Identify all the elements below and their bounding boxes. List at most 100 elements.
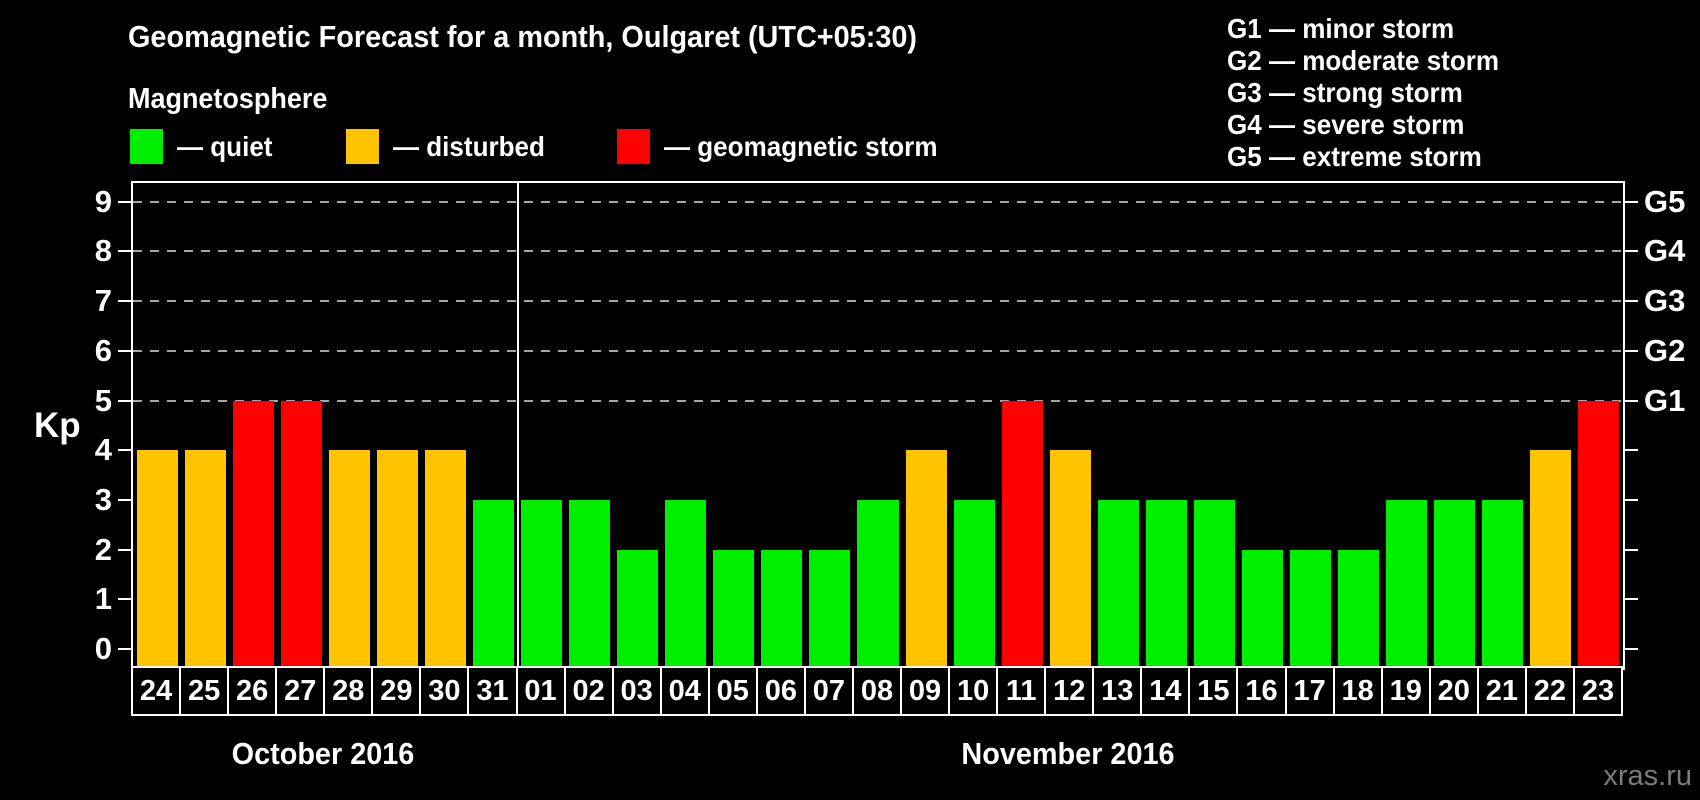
day-label-02: 02 bbox=[563, 666, 614, 716]
bar-day-19 bbox=[1386, 499, 1428, 668]
day-label-23: 23 bbox=[1572, 666, 1623, 716]
gridline-kp-7 bbox=[133, 300, 1623, 303]
gridline-kp-9 bbox=[133, 200, 1623, 203]
day-label-25: 25 bbox=[179, 666, 230, 716]
bar-day-08 bbox=[857, 499, 899, 668]
tick-left-kp-8 bbox=[118, 250, 131, 253]
bar-day-05 bbox=[713, 549, 755, 668]
y-axis-label-0: 0 bbox=[94, 631, 112, 666]
y-axis-label-1: 1 bbox=[94, 581, 112, 617]
month-separator-line bbox=[516, 183, 519, 668]
day-label-24: 24 bbox=[131, 666, 182, 716]
bar-day-13 bbox=[1097, 499, 1139, 668]
watermark: xras.ru bbox=[1603, 760, 1692, 792]
day-label-16: 16 bbox=[1236, 666, 1287, 716]
g3-legend-line: G3 — strong storm bbox=[1227, 77, 1463, 108]
day-label-17: 17 bbox=[1284, 666, 1335, 716]
bar-day-07 bbox=[809, 549, 851, 668]
tick-left-kp-6 bbox=[118, 349, 131, 352]
disturbed-legend-label: — disturbed bbox=[393, 131, 545, 162]
g5-legend-line: G5 — extreme storm bbox=[1227, 141, 1482, 172]
y-axis-label-7: 7 bbox=[94, 283, 112, 319]
day-label-21: 21 bbox=[1476, 666, 1527, 716]
tick-right-kp-3 bbox=[1625, 498, 1638, 501]
bar-day-14 bbox=[1145, 499, 1187, 668]
right-axis-label-G3: G3 bbox=[1644, 283, 1686, 319]
day-label-13: 13 bbox=[1092, 666, 1143, 716]
day-label-14: 14 bbox=[1140, 666, 1191, 716]
tick-right-kp-5 bbox=[1625, 399, 1638, 402]
tick-left-kp-2 bbox=[118, 548, 131, 551]
y-axis-label-5: 5 bbox=[94, 382, 112, 418]
day-label-10: 10 bbox=[948, 666, 999, 716]
quiet-legend-swatch bbox=[130, 129, 163, 164]
g-scale-legend: G1 — minor storm G2 — moderate storm G3 … bbox=[1227, 13, 1520, 173]
bar-day-12 bbox=[1049, 450, 1091, 668]
bar-day-09 bbox=[905, 450, 947, 668]
tick-left-kp-0 bbox=[118, 648, 131, 650]
y-axis-label-3: 3 bbox=[94, 481, 112, 517]
bar-day-27 bbox=[280, 400, 322, 668]
bar-day-24 bbox=[136, 450, 178, 668]
storm-legend-label: — geomagnetic storm bbox=[664, 131, 938, 162]
g1-legend-line: G1 — minor storm bbox=[1227, 13, 1455, 44]
day-label-06: 06 bbox=[755, 666, 806, 716]
g2-legend-line: G2 — moderate storm bbox=[1227, 45, 1500, 76]
plot-area bbox=[131, 181, 1625, 670]
bar-day-26 bbox=[232, 400, 274, 668]
tick-right-kp-2 bbox=[1625, 548, 1638, 551]
g4-legend-line: G4 — severe storm bbox=[1227, 109, 1465, 140]
bar-day-02 bbox=[569, 499, 611, 668]
right-axis-label-G2: G2 bbox=[1644, 332, 1686, 368]
bar-day-22 bbox=[1530, 450, 1572, 668]
tick-right-kp-7 bbox=[1625, 300, 1638, 303]
tick-right-kp-0 bbox=[1625, 648, 1638, 650]
tick-right-kp-1 bbox=[1625, 598, 1638, 601]
bar-day-03 bbox=[617, 549, 659, 668]
bar-day-11 bbox=[1001, 400, 1043, 668]
tick-left-kp-5 bbox=[118, 399, 131, 402]
tick-right-kp-4 bbox=[1625, 449, 1638, 452]
day-label-07: 07 bbox=[803, 666, 854, 716]
y-axis-label-2: 2 bbox=[94, 531, 112, 567]
day-label-31: 31 bbox=[467, 666, 518, 716]
page-title: Geomagnetic Forecast for a month, Oulgar… bbox=[128, 19, 917, 54]
day-label-01: 01 bbox=[515, 666, 566, 716]
y-axis-label-9: 9 bbox=[94, 183, 112, 219]
day-label-18: 18 bbox=[1332, 666, 1383, 716]
y-axis-label-4: 4 bbox=[94, 432, 112, 468]
tick-left-kp-9 bbox=[118, 200, 131, 203]
tick-right-kp-9 bbox=[1625, 200, 1638, 203]
bar-day-15 bbox=[1193, 499, 1235, 668]
day-label-22: 22 bbox=[1524, 666, 1575, 716]
day-label-03: 03 bbox=[611, 666, 662, 716]
tick-right-kp-6 bbox=[1625, 349, 1638, 352]
day-label-05: 05 bbox=[707, 666, 758, 716]
tick-left-kp-7 bbox=[118, 300, 131, 303]
gridline-kp-8 bbox=[133, 250, 1623, 253]
bar-day-30 bbox=[424, 450, 466, 668]
bar-day-01 bbox=[521, 499, 563, 668]
day-label-08: 08 bbox=[851, 666, 903, 716]
day-label-12: 12 bbox=[1044, 666, 1095, 716]
bar-day-06 bbox=[761, 549, 803, 668]
magnetosphere-subtitle: Magnetosphere bbox=[128, 83, 328, 115]
gridline-kp-5 bbox=[133, 399, 1623, 402]
y-axis-title: Kp bbox=[34, 406, 81, 445]
y-axis-label-8: 8 bbox=[94, 233, 112, 269]
day-label-11: 11 bbox=[996, 666, 1047, 716]
day-label-19: 19 bbox=[1380, 666, 1431, 716]
day-label-27: 27 bbox=[275, 666, 326, 716]
bar-day-21 bbox=[1482, 499, 1524, 668]
day-label-26: 26 bbox=[227, 666, 278, 716]
tick-left-kp-3 bbox=[118, 498, 131, 501]
day-label-15: 15 bbox=[1188, 666, 1239, 716]
right-axis-label-G4: G4 bbox=[1644, 233, 1686, 269]
bar-day-25 bbox=[184, 450, 226, 668]
month-label-0: October 2016 bbox=[231, 736, 415, 771]
bar-day-23 bbox=[1578, 400, 1620, 668]
bar-day-29 bbox=[376, 450, 418, 668]
disturbed-legend-swatch bbox=[346, 129, 379, 164]
storm-legend-swatch bbox=[617, 129, 650, 164]
month-label-1: November 2016 bbox=[961, 736, 1175, 771]
